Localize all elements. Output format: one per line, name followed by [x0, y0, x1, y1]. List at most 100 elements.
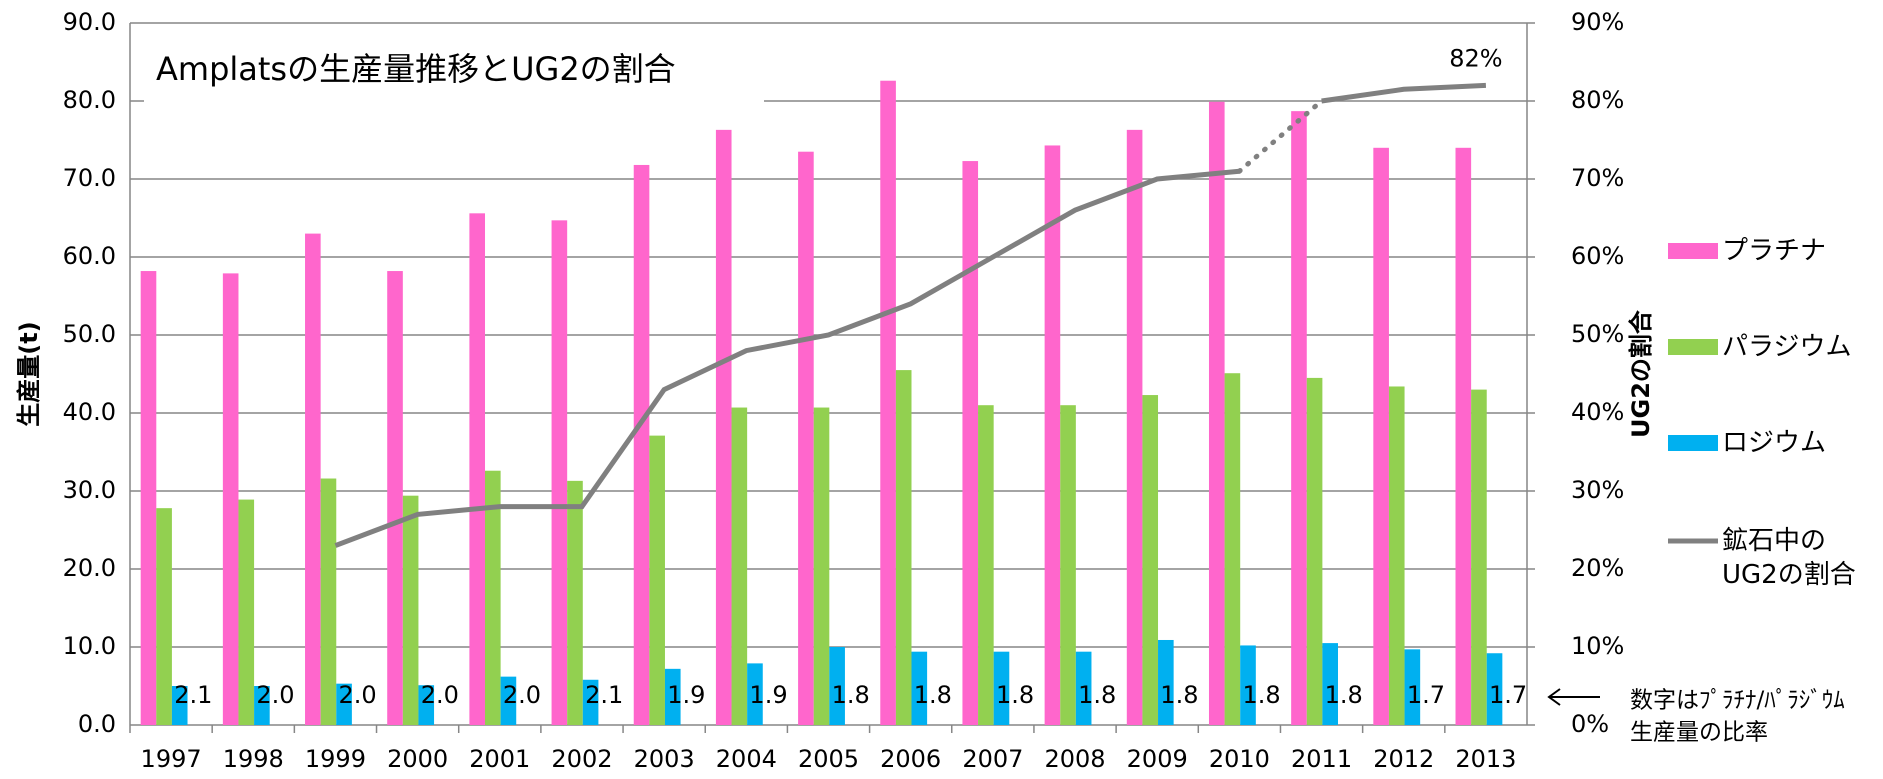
bar: [1306, 377, 1323, 725]
bar: [402, 495, 419, 725]
ratio-label: 2.0: [339, 681, 377, 709]
bar: [911, 651, 928, 725]
ratio-label: 1.8: [996, 681, 1034, 709]
bar: [1291, 111, 1307, 725]
line-series: [334, 168, 1240, 548]
ratio-label: 1.7: [1407, 681, 1445, 709]
y-tick-label: 30.0: [63, 476, 116, 504]
bar: [664, 668, 681, 725]
bar: [993, 651, 1010, 725]
line-value-label: 82%: [1449, 44, 1502, 72]
x-tick-label: 2005: [798, 745, 859, 773]
bar: [962, 161, 979, 725]
ratio-label: 1.7: [1489, 681, 1527, 709]
bar: [1471, 389, 1487, 725]
x-tick-label: 2011: [1291, 745, 1352, 773]
bar: [978, 405, 994, 725]
x-tick-label: 1999: [305, 745, 366, 773]
bar: [829, 647, 845, 725]
x-tick-label: 2003: [634, 745, 695, 773]
y-tick-label: 80.0: [63, 86, 116, 114]
bar: [254, 686, 270, 725]
bar: [171, 686, 188, 725]
bar: [320, 478, 337, 725]
y-tick-label: 40.0: [63, 398, 116, 426]
bar: [1158, 639, 1174, 725]
y-tick-label: 90.0: [63, 8, 116, 36]
bar: [633, 164, 650, 725]
y2-tick-label: 70%: [1571, 164, 1624, 192]
x-tick-label: 2000: [387, 745, 448, 773]
bar: [582, 679, 599, 725]
legend-label: プラチナ: [1722, 236, 1827, 266]
bar: [1240, 645, 1256, 725]
y2-tick-label: 90%: [1571, 8, 1624, 36]
x-tick-label: 1998: [223, 745, 284, 773]
note-arrow-head: [1547, 688, 1561, 706]
bar: [1486, 653, 1503, 725]
bar: [649, 435, 665, 725]
y-axis-title: 生産量(t): [15, 321, 43, 426]
ratio-label: 1.8: [914, 681, 952, 709]
legend-swatch: [1668, 435, 1718, 451]
x-tick-label: 1997: [141, 745, 202, 773]
x-tick-label: 2001: [469, 745, 530, 773]
bar: [567, 480, 583, 725]
y2-tick-label: 20%: [1571, 554, 1624, 582]
y-tick-label: 60.0: [63, 242, 116, 270]
y2-axis-title: UG2の割合: [1627, 309, 1655, 438]
x-tick-label: 2006: [880, 745, 941, 773]
bar: [1455, 147, 1472, 726]
legend-label: 鉱石中のUG2の割合: [1722, 526, 1856, 590]
x-tick-label: 2002: [551, 745, 612, 773]
y-tick-label: 70.0: [63, 164, 116, 192]
ratio-label: 1.9: [667, 681, 705, 709]
ratio-label: 1.8: [1160, 681, 1198, 709]
y-tick-label: 10.0: [63, 632, 116, 660]
line-series: [1321, 82, 1487, 104]
y2-tick-label: 30%: [1571, 476, 1624, 504]
bar: [747, 663, 763, 725]
ratio-label: 2.0: [421, 681, 459, 709]
y2-tick-label: 40%: [1571, 398, 1624, 426]
y-tick-label: 0.0: [78, 710, 116, 738]
bar: [895, 370, 912, 725]
y2-tick-label: 80%: [1571, 86, 1624, 114]
note-line: 数字はﾌﾟﾗﾁﾅ/ﾊﾟﾗｼﾞｳﾑ: [1630, 688, 1845, 714]
ratio-label: 2.1: [174, 681, 212, 709]
y2-tick-label: 50%: [1571, 320, 1624, 348]
x-tick-label: 2009: [1127, 745, 1188, 773]
bar: [222, 273, 239, 725]
chart-title: Amplatsの生産量推移とUG2の割合: [156, 50, 676, 88]
bar: [715, 129, 732, 726]
bar: [156, 508, 172, 725]
bar: [1044, 145, 1061, 725]
ratio-label: 1.8: [832, 681, 870, 709]
bar: [500, 676, 517, 725]
y-tick-label: 20.0: [63, 554, 116, 582]
ratio-label: 2.0: [503, 681, 541, 709]
bar: [1404, 649, 1421, 725]
ratio-label: 1.9: [749, 681, 787, 709]
bar: [1322, 643, 1338, 725]
bar: [238, 499, 255, 725]
x-tick-label: 2013: [1455, 745, 1516, 773]
x-tick-label: 2008: [1044, 745, 1105, 773]
bar: [418, 685, 435, 725]
bar: [1126, 129, 1143, 726]
bar: [336, 683, 352, 725]
bar: [1388, 386, 1405, 725]
bar: [1060, 405, 1076, 725]
ratio-label: 1.8: [1078, 681, 1116, 709]
legend-label: パラジウム: [1722, 332, 1852, 362]
x-tick-label: 2004: [716, 745, 777, 773]
x-tick-label: 2007: [962, 745, 1023, 773]
y2-tick-label: 10%: [1571, 632, 1624, 660]
y2-tick-label: 60%: [1571, 242, 1624, 270]
bar: [140, 271, 157, 725]
legend-swatch: [1668, 339, 1718, 355]
legend-swatch: [1668, 243, 1718, 259]
legend-label: ロジウム: [1722, 428, 1827, 458]
